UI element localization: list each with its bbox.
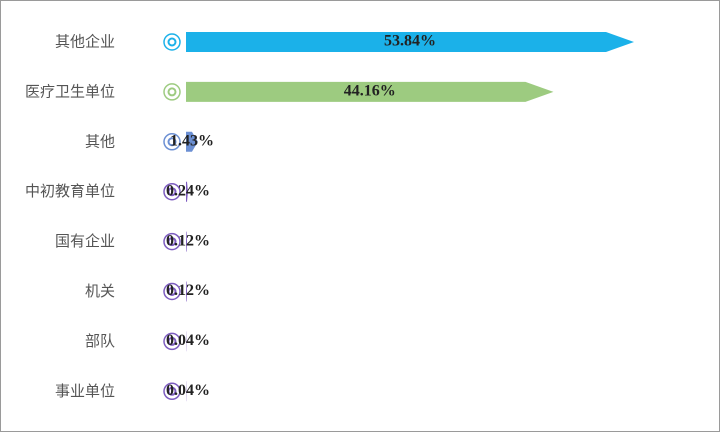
bar-icon-ring (163, 332, 181, 351)
bar (186, 32, 634, 52)
bar-icon-ring (163, 83, 181, 101)
category-label: 事业单位 (55, 382, 115, 400)
bar (186, 131, 198, 152)
bar-icon-ring (163, 282, 181, 301)
bar-icon-ring (163, 232, 181, 251)
bar-icon-dot (167, 137, 177, 147)
bar-icon-dot (167, 37, 177, 47)
bar-icon-dot (167, 187, 177, 197)
bar-icon-dot (167, 87, 177, 97)
value-label: 0.12% (166, 232, 210, 249)
bar (186, 81, 554, 102)
bar-icon-dot (167, 336, 177, 346)
value-label: 53.84% (384, 33, 436, 50)
category-label: 中初教育单位 (25, 182, 115, 200)
value-label: 44.16% (344, 83, 396, 100)
bar-icon-dot (167, 287, 177, 296)
bar (186, 181, 188, 202)
category-label: 国有企业 (55, 232, 115, 250)
bar-icon-ring (163, 33, 181, 51)
value-label: 0.04% (166, 382, 210, 399)
bar-icon-ring (163, 382, 181, 401)
category-label: 医疗卫生单位 (25, 82, 115, 100)
bar-icon-dot (167, 237, 177, 247)
bar-icon-dot (167, 386, 177, 396)
value-label: 0.12% (166, 282, 210, 299)
bar (186, 231, 187, 252)
category-label: 其他 (85, 132, 115, 150)
bar-icon-ring (163, 182, 181, 201)
category-label: 其他企业 (55, 33, 115, 51)
value-label: 1.43% (170, 132, 214, 149)
bar (186, 281, 187, 302)
bar-icon-ring (163, 133, 181, 151)
category-label: 机关 (85, 282, 115, 300)
value-label: 0.24% (166, 182, 210, 199)
value-label: 0.04% (166, 332, 210, 349)
category-label: 部队 (85, 332, 115, 350)
